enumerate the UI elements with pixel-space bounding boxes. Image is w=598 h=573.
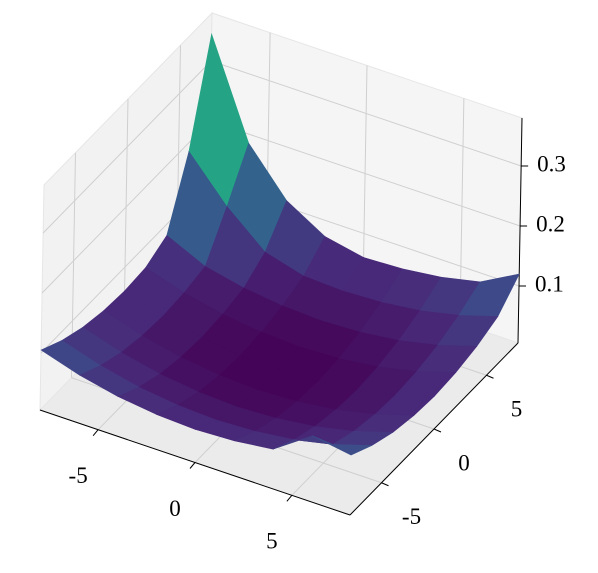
surface-patch [312, 435, 372, 456]
grid-line [362, 65, 368, 291]
grid-line [209, 120, 521, 227]
x-tick-label: -5 [69, 463, 88, 488]
x-tick [189, 462, 196, 469]
grid-line [41, 120, 211, 294]
x-tick-label: 0 [169, 496, 181, 521]
y-tick-label: 0 [458, 450, 470, 475]
z-tick-label: 0.1 [535, 271, 564, 296]
x-tick [92, 429, 99, 437]
z-tick-label: 0.2 [536, 211, 565, 236]
grid-line [123, 98, 129, 325]
axis-line [349, 342, 519, 516]
grid-line [42, 60, 212, 234]
grid-line [210, 60, 522, 167]
x-tick [286, 494, 293, 502]
x-tick-label: 5 [266, 529, 278, 554]
y-tick [486, 374, 494, 379]
y-tick-label: -5 [402, 504, 421, 529]
y-tick [433, 428, 442, 433]
y-tick [381, 482, 389, 487]
z-tick-label: 0.3 [537, 151, 566, 176]
y-tick-label: 5 [511, 397, 523, 422]
axis-line [517, 117, 523, 344]
axis-line [39, 409, 351, 516]
